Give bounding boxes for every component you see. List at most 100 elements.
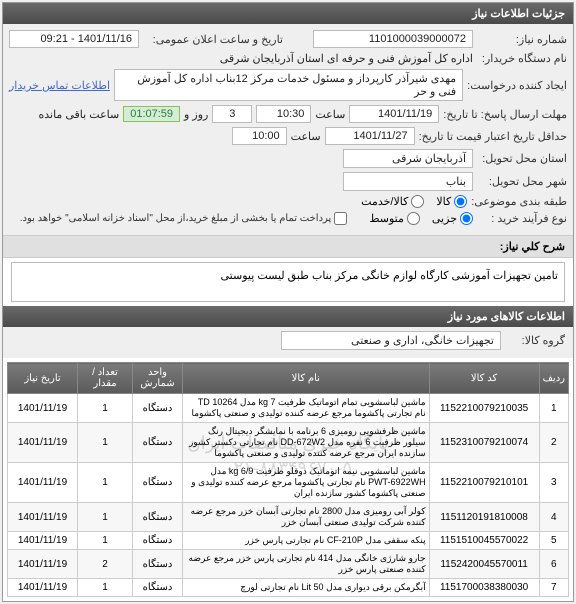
cat-goods-label: کالا <box>436 195 451 208</box>
group-value: تجهیزات خانگی، اداری و صنعتی <box>281 331 501 350</box>
th-qty: تعداد / مقدار <box>78 363 133 394</box>
cell-code: 1152210079210035 <box>429 394 539 423</box>
cell-unit: دستگاه <box>133 579 183 597</box>
validity-label: حداقل تاریخ اعتبار قیمت تا تاریخ: <box>419 130 567 143</box>
cell-name: ماشین لباسشویی نیمه اتوماتیک دوقلو ظرفیت… <box>183 463 430 503</box>
buy-small-radio[interactable] <box>460 212 473 225</box>
deadline-label: مهلت ارسال پاسخ: تا تاریخ: <box>443 108 567 121</box>
table-row: 31152210079210101ماشین لباسشویی نیمه اتو… <box>8 463 569 503</box>
cell-idx: 1 <box>539 394 568 423</box>
table-row: 71151700038380030آبگرمکن برقی دیواری مدل… <box>8 579 569 597</box>
cell-code: 1151120191810008 <box>429 503 539 532</box>
goods-table-container: پایگاه خبری مناقصات ایران ۰۲۱-۸۸۳۴۹۶۷۰-۵… <box>7 362 569 597</box>
cell-idx: 3 <box>539 463 568 503</box>
payment-checkbox[interactable] <box>334 212 347 225</box>
cell-idx: 5 <box>539 532 568 550</box>
buy-medium-label: متوسط <box>369 212 404 225</box>
contact-link[interactable]: اطلاعات تماس خریدار <box>9 79 110 92</box>
cell-name: جارو شارژی خانگی مدل 414 نام تجارتی پارس… <box>183 550 430 579</box>
province-label: استان محل تحویل: <box>477 152 567 165</box>
buy-small-option[interactable]: جزیی <box>432 212 473 225</box>
city-label: شهر محل تحویل: <box>477 175 567 188</box>
cell-qty: 1 <box>78 579 133 597</box>
province-value: آذربایجان شرقی <box>343 149 473 168</box>
needs-detail-panel: جزئیات اطلاعات نیاز شماره نیاز: 11010000… <box>2 2 574 602</box>
remain-label: ساعت باقی مانده <box>38 108 119 121</box>
announce-value: 1401/11/16 - 09:21 <box>9 30 139 48</box>
cell-name: ماشین ظرفشویی رومیزی 6 برنامه با نمایشگر… <box>183 423 430 463</box>
cell-name: کولر آبی رومیزی مدل 2800 نام تجارتی آبسا… <box>183 503 430 532</box>
cell-date: 1401/11/19 <box>8 423 78 463</box>
group-label: گروه کالا: <box>505 334 565 347</box>
table-row: 41151120191810008کولر آبی رومیزی مدل 280… <box>8 503 569 532</box>
days-remaining: 3 <box>212 105 252 123</box>
buyer-value: اداره کل آموزش فنی و حرفه ای استان آذربا… <box>220 52 473 65</box>
cell-idx: 7 <box>539 579 568 597</box>
cell-qty: 2 <box>78 550 133 579</box>
buyer-label: نام دستگاه خریدار: <box>477 52 567 65</box>
th-idx: ردیف <box>539 363 568 394</box>
announce-label: تاریخ و ساعت اعلان عمومی: <box>143 33 283 46</box>
niaz-no-label: شماره نیاز: <box>477 33 567 46</box>
cat-service-label: کالا/خدمت <box>361 195 408 208</box>
deadline-time-label: ساعت <box>315 108 345 121</box>
goods-table: ردیف کد کالا نام کالا واحد شمارش تعداد /… <box>7 362 569 597</box>
days-label: روز و <box>184 108 208 121</box>
validity-date: 1401/11/27 <box>325 127 415 145</box>
requester-label: ایجاد کننده درخواست: <box>467 79 567 92</box>
payment-note: پرداخت تمام یا بخشی از مبلغ خرید،از محل … <box>20 213 332 224</box>
cell-date: 1401/11/19 <box>8 463 78 503</box>
buy-medium-option[interactable]: متوسط <box>369 212 420 225</box>
cell-qty: 1 <box>78 423 133 463</box>
cat-service-option[interactable]: کالا/خدمت <box>361 195 424 208</box>
city-value: بناب <box>343 172 473 191</box>
payment-note-option[interactable]: پرداخت تمام یا بخشی از مبلغ خرید،از محل … <box>20 212 348 225</box>
cell-code: 1151510045570022 <box>429 532 539 550</box>
cell-unit: دستگاه <box>133 463 183 503</box>
deadline-date: 1401/11/19 <box>349 105 439 123</box>
cell-qty: 1 <box>78 532 133 550</box>
category-radio-group: کالا کالا/خدمت <box>361 195 467 208</box>
cell-idx: 4 <box>539 503 568 532</box>
cat-service-radio[interactable] <box>411 195 424 208</box>
th-unit: واحد شمارش <box>133 363 183 394</box>
cell-unit: دستگاه <box>133 550 183 579</box>
validity-time-label: ساعت <box>291 130 321 143</box>
category-label: طبقه بندی موضوعی: <box>471 195 567 208</box>
requester-value: مهدی شیرآذر کارپرداز و مسئول خدمات مرکز … <box>114 69 463 101</box>
buytype-label: نوع فرآیند خرید : <box>477 212 567 225</box>
cell-unit: دستگاه <box>133 394 183 423</box>
deadline-time: 10:30 <box>256 105 311 123</box>
cell-name: پنکه سقفی مدل CF-210P نام تجارتی پارس خز… <box>183 532 430 550</box>
cell-unit: دستگاه <box>133 423 183 463</box>
cell-date: 1401/11/19 <box>8 550 78 579</box>
countdown-timer: 01:07:59 <box>123 106 180 122</box>
table-row: 51151510045570022پنکه سقفی مدل CF-210P ن… <box>8 532 569 550</box>
cell-code: 1152210079210101 <box>429 463 539 503</box>
cell-unit: دستگاه <box>133 532 183 550</box>
desc-section-title: شرح کلي نياز: <box>3 235 573 258</box>
cell-idx: 2 <box>539 423 568 463</box>
table-row: 11152210079210035ماشین لباسشویی تمام اتو… <box>8 394 569 423</box>
cell-qty: 1 <box>78 394 133 423</box>
table-row: 61152420045570011جارو شارژی خانگی مدل 41… <box>8 550 569 579</box>
buy-medium-radio[interactable] <box>407 212 420 225</box>
cell-qty: 1 <box>78 503 133 532</box>
validity-time: 10:00 <box>232 127 287 145</box>
cat-goods-radio[interactable] <box>454 195 467 208</box>
cell-name: آبگرمکن برقی دیواری مدل Lit 50 نام تجارت… <box>183 579 430 597</box>
cell-code: 1152310079210074 <box>429 423 539 463</box>
cell-date: 1401/11/19 <box>8 394 78 423</box>
cell-qty: 1 <box>78 463 133 503</box>
cell-date: 1401/11/19 <box>8 579 78 597</box>
cell-code: 1151700038380030 <box>429 579 539 597</box>
buytype-radio-group: جزیی متوسط <box>369 212 473 225</box>
cell-date: 1401/11/19 <box>8 532 78 550</box>
cell-date: 1401/11/19 <box>8 503 78 532</box>
goods-panel-header: اطلاعات کالاهای مورد نیاز <box>3 306 573 327</box>
cell-unit: دستگاه <box>133 503 183 532</box>
niaz-no-value: 1101000039000072 <box>313 30 473 48</box>
cell-idx: 6 <box>539 550 568 579</box>
cat-goods-option[interactable]: کالا <box>436 195 467 208</box>
buy-small-label: جزیی <box>432 212 457 225</box>
